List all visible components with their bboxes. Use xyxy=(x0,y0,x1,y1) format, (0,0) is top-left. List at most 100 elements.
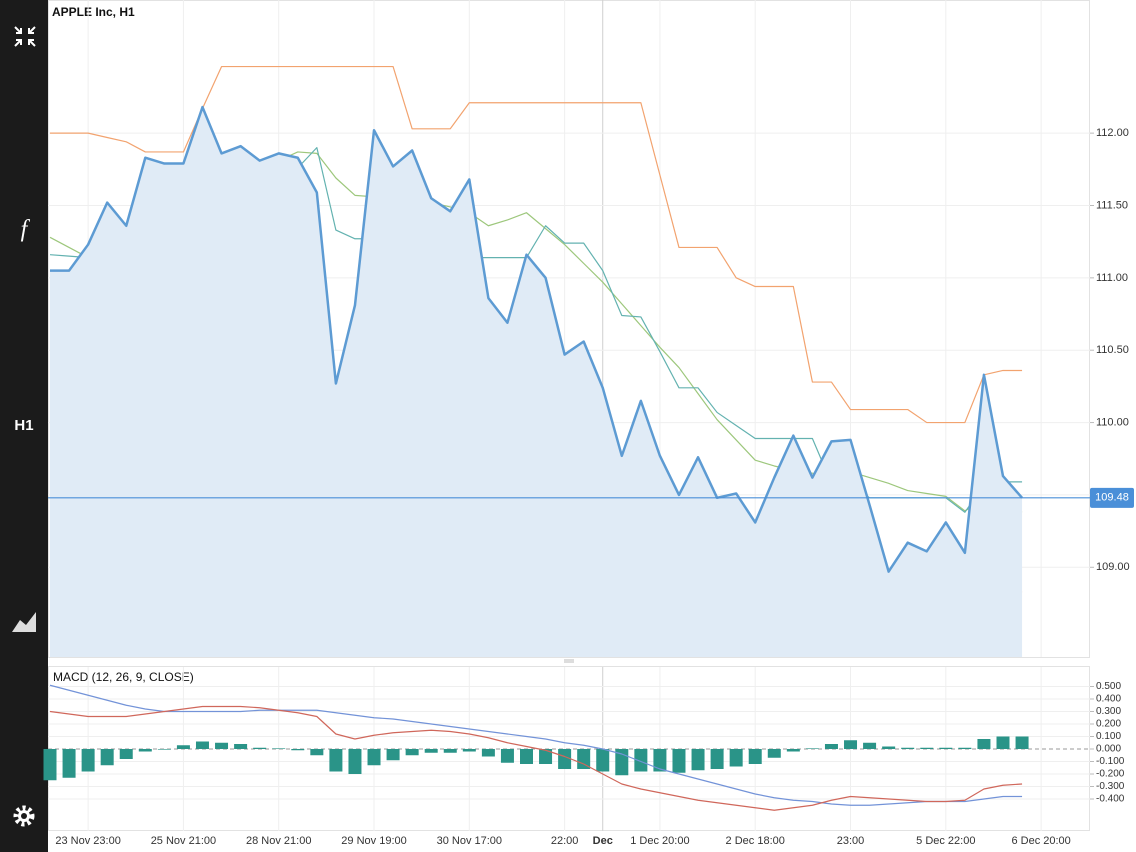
histogram-bar xyxy=(558,749,572,769)
x-tick-label: Dec xyxy=(593,835,613,847)
histogram-bar xyxy=(901,747,915,749)
histogram-bar xyxy=(863,742,877,749)
sidebar-icons: f H1 xyxy=(12,26,36,827)
y-tick-label: -0.300 xyxy=(1096,781,1125,792)
histogram-bar xyxy=(367,749,381,766)
histogram-bar xyxy=(310,749,324,756)
line xyxy=(49,684,1023,806)
y-tick-label: 111.00 xyxy=(1096,272,1128,284)
macd-title: MACD (12, 26, 9, CLOSE) xyxy=(53,670,194,684)
line xyxy=(50,65,1023,424)
histogram-bar xyxy=(138,749,152,752)
histogram-bar xyxy=(767,749,781,758)
histogram-bar xyxy=(195,741,209,749)
histogram-bar xyxy=(291,749,305,751)
histogram-bar xyxy=(481,749,495,757)
x-tick-label: 1 Dec 20:00 xyxy=(630,835,689,847)
histogram-bar xyxy=(729,749,743,767)
histogram-bar xyxy=(824,744,838,749)
y-tick-label: 0.500 xyxy=(1096,681,1121,692)
histogram-bar xyxy=(100,749,114,766)
price-panel-frame xyxy=(48,0,1090,658)
histogram-bar xyxy=(43,749,57,781)
histogram-bar xyxy=(424,749,438,753)
x-tick-label: 2 Dec 18:00 xyxy=(726,835,785,847)
histogram-bar xyxy=(634,749,648,772)
histogram-bar xyxy=(215,742,229,749)
histogram-bar xyxy=(348,749,362,774)
histogram-bar xyxy=(500,749,514,763)
y-tick-label: -0.400 xyxy=(1096,794,1125,805)
x-tick-label: 22:00 xyxy=(551,835,579,847)
x-tick-label: 23:00 xyxy=(837,835,865,847)
histogram-bar xyxy=(748,749,762,764)
sidebar xyxy=(0,0,48,852)
histogram-bar xyxy=(81,749,95,772)
x-tick-label: 25 Nov 21:00 xyxy=(151,835,216,847)
y-tick-label: 110.50 xyxy=(1096,344,1129,356)
chart-type-button[interactable] xyxy=(12,612,36,632)
histogram-bar xyxy=(882,746,896,749)
y-tick-label: 112.00 xyxy=(1096,127,1129,139)
last-price-label: 109.48 xyxy=(1095,492,1129,504)
line xyxy=(50,105,1023,573)
x-tick-label: 6 Dec 20:00 xyxy=(1011,835,1070,847)
y-tick-label: 0.000 xyxy=(1096,744,1121,755)
histogram-bar xyxy=(176,745,190,749)
last-price-badge xyxy=(1090,487,1134,508)
histogram-bar xyxy=(443,749,457,753)
histogram-bar xyxy=(234,744,248,749)
panel-resize-handle[interactable] xyxy=(564,659,574,663)
histogram-bar xyxy=(653,749,667,772)
x-tick-label: 23 Nov 23:00 xyxy=(55,835,120,847)
chart-title: APPLE Inc, H1 xyxy=(52,5,135,19)
histogram-bar xyxy=(977,739,991,749)
histogram-bar xyxy=(405,749,419,756)
histogram-bar xyxy=(958,747,972,749)
functions-button[interactable]: f xyxy=(21,217,31,243)
histogram-bar xyxy=(157,749,171,750)
histogram-bar xyxy=(939,747,953,749)
histogram-bar xyxy=(996,736,1010,749)
histogram-bar xyxy=(577,749,591,769)
y-tick-label: 0.300 xyxy=(1096,706,1121,717)
histogram-bar xyxy=(805,748,819,749)
histogram-bar xyxy=(386,749,400,761)
y-tick-label: 109.00 xyxy=(1096,561,1130,573)
y-tick-label: 0.400 xyxy=(1096,694,1121,705)
histogram-bar xyxy=(520,749,533,764)
histogram-bar xyxy=(710,749,724,769)
x-tick-label: 28 Nov 21:00 xyxy=(246,835,311,847)
y-tick-label: 111.50 xyxy=(1096,199,1128,211)
histogram-bar xyxy=(672,749,686,773)
histogram-bar xyxy=(253,747,267,749)
x-tick-label: 29 Nov 19:00 xyxy=(341,835,406,847)
y-tick-label: 0.200 xyxy=(1096,719,1121,730)
collapse-icon[interactable] xyxy=(14,26,36,47)
histogram-bar xyxy=(272,748,286,749)
histogram-bar xyxy=(62,749,76,778)
histogram-bar xyxy=(920,747,934,749)
settings-button[interactable] xyxy=(13,805,35,827)
y-tick-label: 0.100 xyxy=(1096,731,1121,742)
histogram-bar xyxy=(596,749,610,772)
y-tick-label: 110.00 xyxy=(1096,416,1129,428)
y-tick-label: -0.200 xyxy=(1096,769,1125,780)
line xyxy=(49,705,1023,811)
plot-layer: 23 Nov 23:00 25 Nov 21:00 28 Nov 21:00 29 N… xyxy=(43,0,1134,847)
x-tick-label: 5 Dec 22:00 xyxy=(916,835,975,847)
histogram-bar xyxy=(462,749,476,752)
histogram-bar xyxy=(691,749,705,771)
histogram-bar xyxy=(539,749,553,764)
histogram-bar xyxy=(844,740,858,749)
y-tick-label: -0.100 xyxy=(1096,756,1125,767)
timeframe-button[interactable]: H1 xyxy=(14,417,33,434)
histogram-bar xyxy=(786,749,800,752)
area xyxy=(50,107,1023,657)
histogram-bar xyxy=(329,749,343,772)
x-tick-label: 30 Nov 17:00 xyxy=(437,835,502,847)
histogram-bar xyxy=(1015,736,1029,749)
histogram-bar xyxy=(119,749,133,759)
